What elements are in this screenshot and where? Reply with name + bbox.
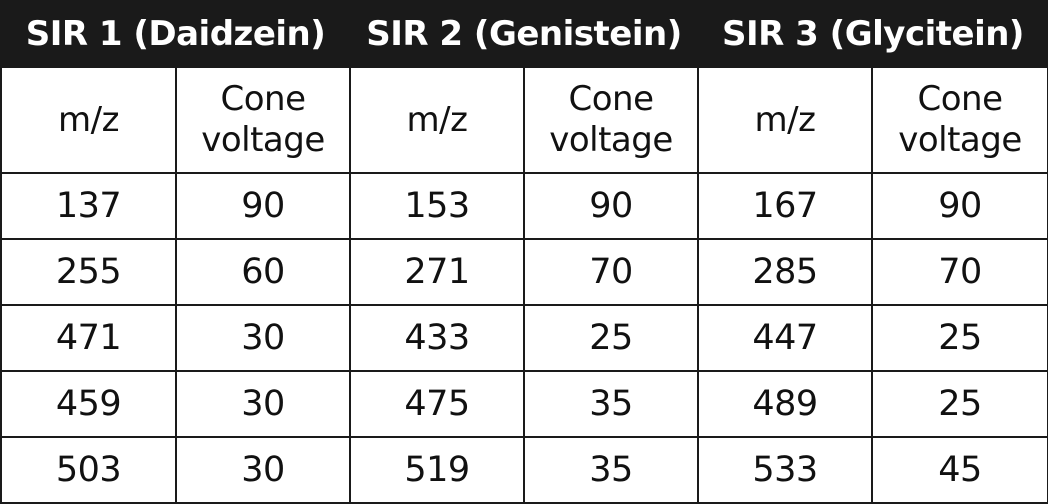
table-row: 255 60 271 70 285 70	[0, 238, 1048, 306]
group-header-sir1: SIR 1 (Daidzein)	[0, 0, 351, 68]
table-cell: 533	[697, 436, 873, 504]
table-cell: 70	[523, 238, 699, 306]
table-cell: 30	[175, 304, 351, 372]
table-cell: 25	[523, 304, 699, 372]
table-cell: 519	[349, 436, 525, 504]
table-cell: 30	[175, 370, 351, 438]
table-cell: 471	[0, 304, 177, 372]
table-row: 503 30 519 35 533 45	[0, 436, 1048, 504]
table-cell: 35	[523, 370, 699, 438]
table-cell: 90	[523, 172, 699, 240]
col-header-mz-sir1: m/z	[0, 66, 177, 174]
table-cell: 35	[523, 436, 699, 504]
table-cell: 167	[697, 172, 873, 240]
table-cell: 447	[697, 304, 873, 372]
table-cell: 475	[349, 370, 525, 438]
table-row: 459 30 475 35 489 25	[0, 370, 1048, 438]
table-row: 471 30 433 25 447 25	[0, 304, 1048, 372]
table-cell: 285	[697, 238, 873, 306]
table-cell: 271	[349, 238, 525, 306]
table-cell: 70	[871, 238, 1048, 306]
table-cell: 459	[0, 370, 177, 438]
table-cell: 90	[871, 172, 1048, 240]
table-cell: 45	[871, 436, 1048, 504]
table-row: 137 90 153 90 167 90	[0, 172, 1048, 240]
group-header-row: SIR 1 (Daidzein) SIR 2 (Genistein) SIR 3…	[0, 0, 1048, 68]
col-header-cone-sir2: Cone voltage	[523, 66, 699, 174]
table-cell: 25	[871, 370, 1048, 438]
column-header-row: m/z Cone voltage m/z Cone voltage m/z Cone…	[0, 66, 1048, 174]
col-header-cone-sir3: Cone voltage	[871, 66, 1048, 174]
group-header-sir2: SIR 2 (Genistein)	[349, 0, 699, 68]
table-cell: 90	[175, 172, 351, 240]
table-cell: 503	[0, 436, 177, 504]
table-cell: 25	[871, 304, 1048, 372]
col-header-cone-sir1: Cone voltage	[175, 66, 351, 174]
table-cell: 255	[0, 238, 177, 306]
group-header-sir3: SIR 3 (Glycitein)	[697, 0, 1048, 68]
col-header-mz-sir3: m/z	[697, 66, 873, 174]
table-cell: 60	[175, 238, 351, 306]
col-header-mz-sir2: m/z	[349, 66, 525, 174]
table-cell: 433	[349, 304, 525, 372]
table-cell: 30	[175, 436, 351, 504]
table-cell: 153	[349, 172, 525, 240]
table-cell: 137	[0, 172, 177, 240]
table-cell: 489	[697, 370, 873, 438]
